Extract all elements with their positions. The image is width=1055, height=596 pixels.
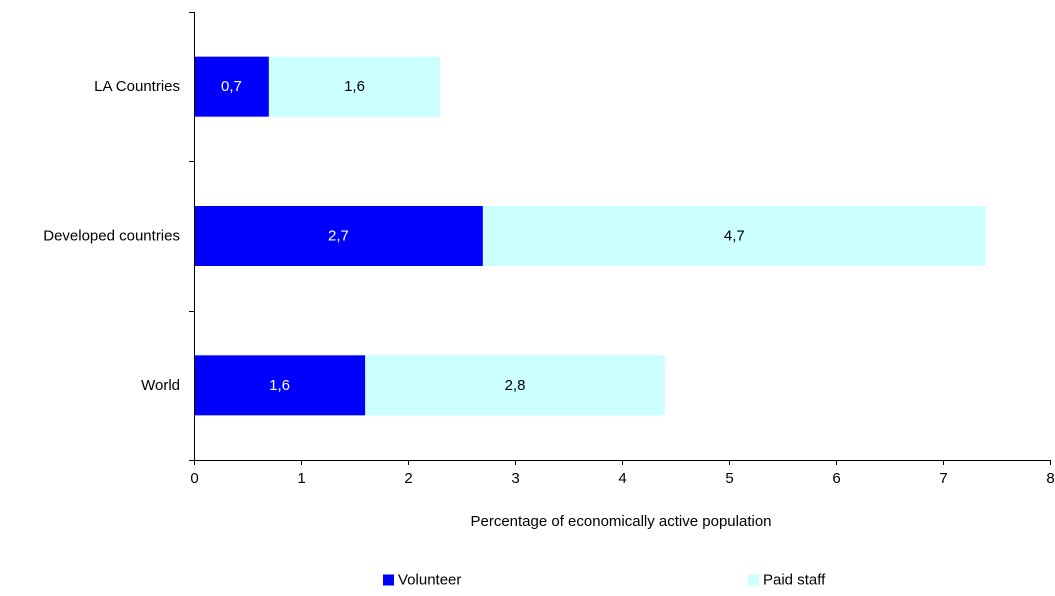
- category-label: LA Countries: [94, 78, 180, 95]
- x-tick-label: 2: [404, 470, 412, 487]
- bar-segment: [482, 206, 986, 266]
- legend-label: Volunteer: [398, 571, 462, 589]
- data-label: 1,6: [344, 78, 365, 95]
- legend-swatch: [383, 574, 394, 586]
- bar-segment: [194, 206, 483, 266]
- data-label: 0,7: [221, 78, 242, 95]
- bar-segment: [365, 355, 665, 416]
- category-label: World: [141, 377, 180, 394]
- data-labels-layer: 0,7 1,6 2,7 4,7 1,6 2,8: [221, 78, 745, 394]
- x-tick-label: 8: [1046, 470, 1054, 487]
- x-tick-label: 4: [618, 470, 626, 487]
- y-ticks: [189, 12, 194, 461]
- x-tick-label: 1: [297, 470, 305, 487]
- legend-item: Volunteer: [383, 572, 461, 589]
- x-tick-label: 7: [939, 470, 947, 487]
- category-label: Developed countries: [43, 228, 180, 245]
- data-label: 4,7: [724, 228, 745, 245]
- legend-label: Paid staff: [763, 571, 826, 589]
- data-label: 2,8: [505, 377, 526, 394]
- x-tick-label: 0: [190, 470, 198, 487]
- bar-segment: [268, 56, 441, 117]
- x-axis-title: Percentage of economically active popula…: [470, 513, 771, 530]
- data-label: 2,7: [328, 228, 349, 245]
- data-label: 1,6: [269, 377, 290, 394]
- x-tick-label: 5: [725, 470, 733, 487]
- bar-segment: [194, 56, 269, 117]
- x-tick-label: 6: [832, 470, 840, 487]
- category-labels: LA Countries Developed countries World: [43, 78, 180, 394]
- bar-segment: [194, 355, 366, 416]
- x-tick-label: 3: [511, 470, 519, 487]
- x-ticks: 0 1 2 3 4 5 6 7 8: [190, 460, 1055, 487]
- bars-layer: [194, 56, 986, 416]
- legend-item: Paid staff: [748, 572, 825, 589]
- legend-swatch: [748, 574, 759, 586]
